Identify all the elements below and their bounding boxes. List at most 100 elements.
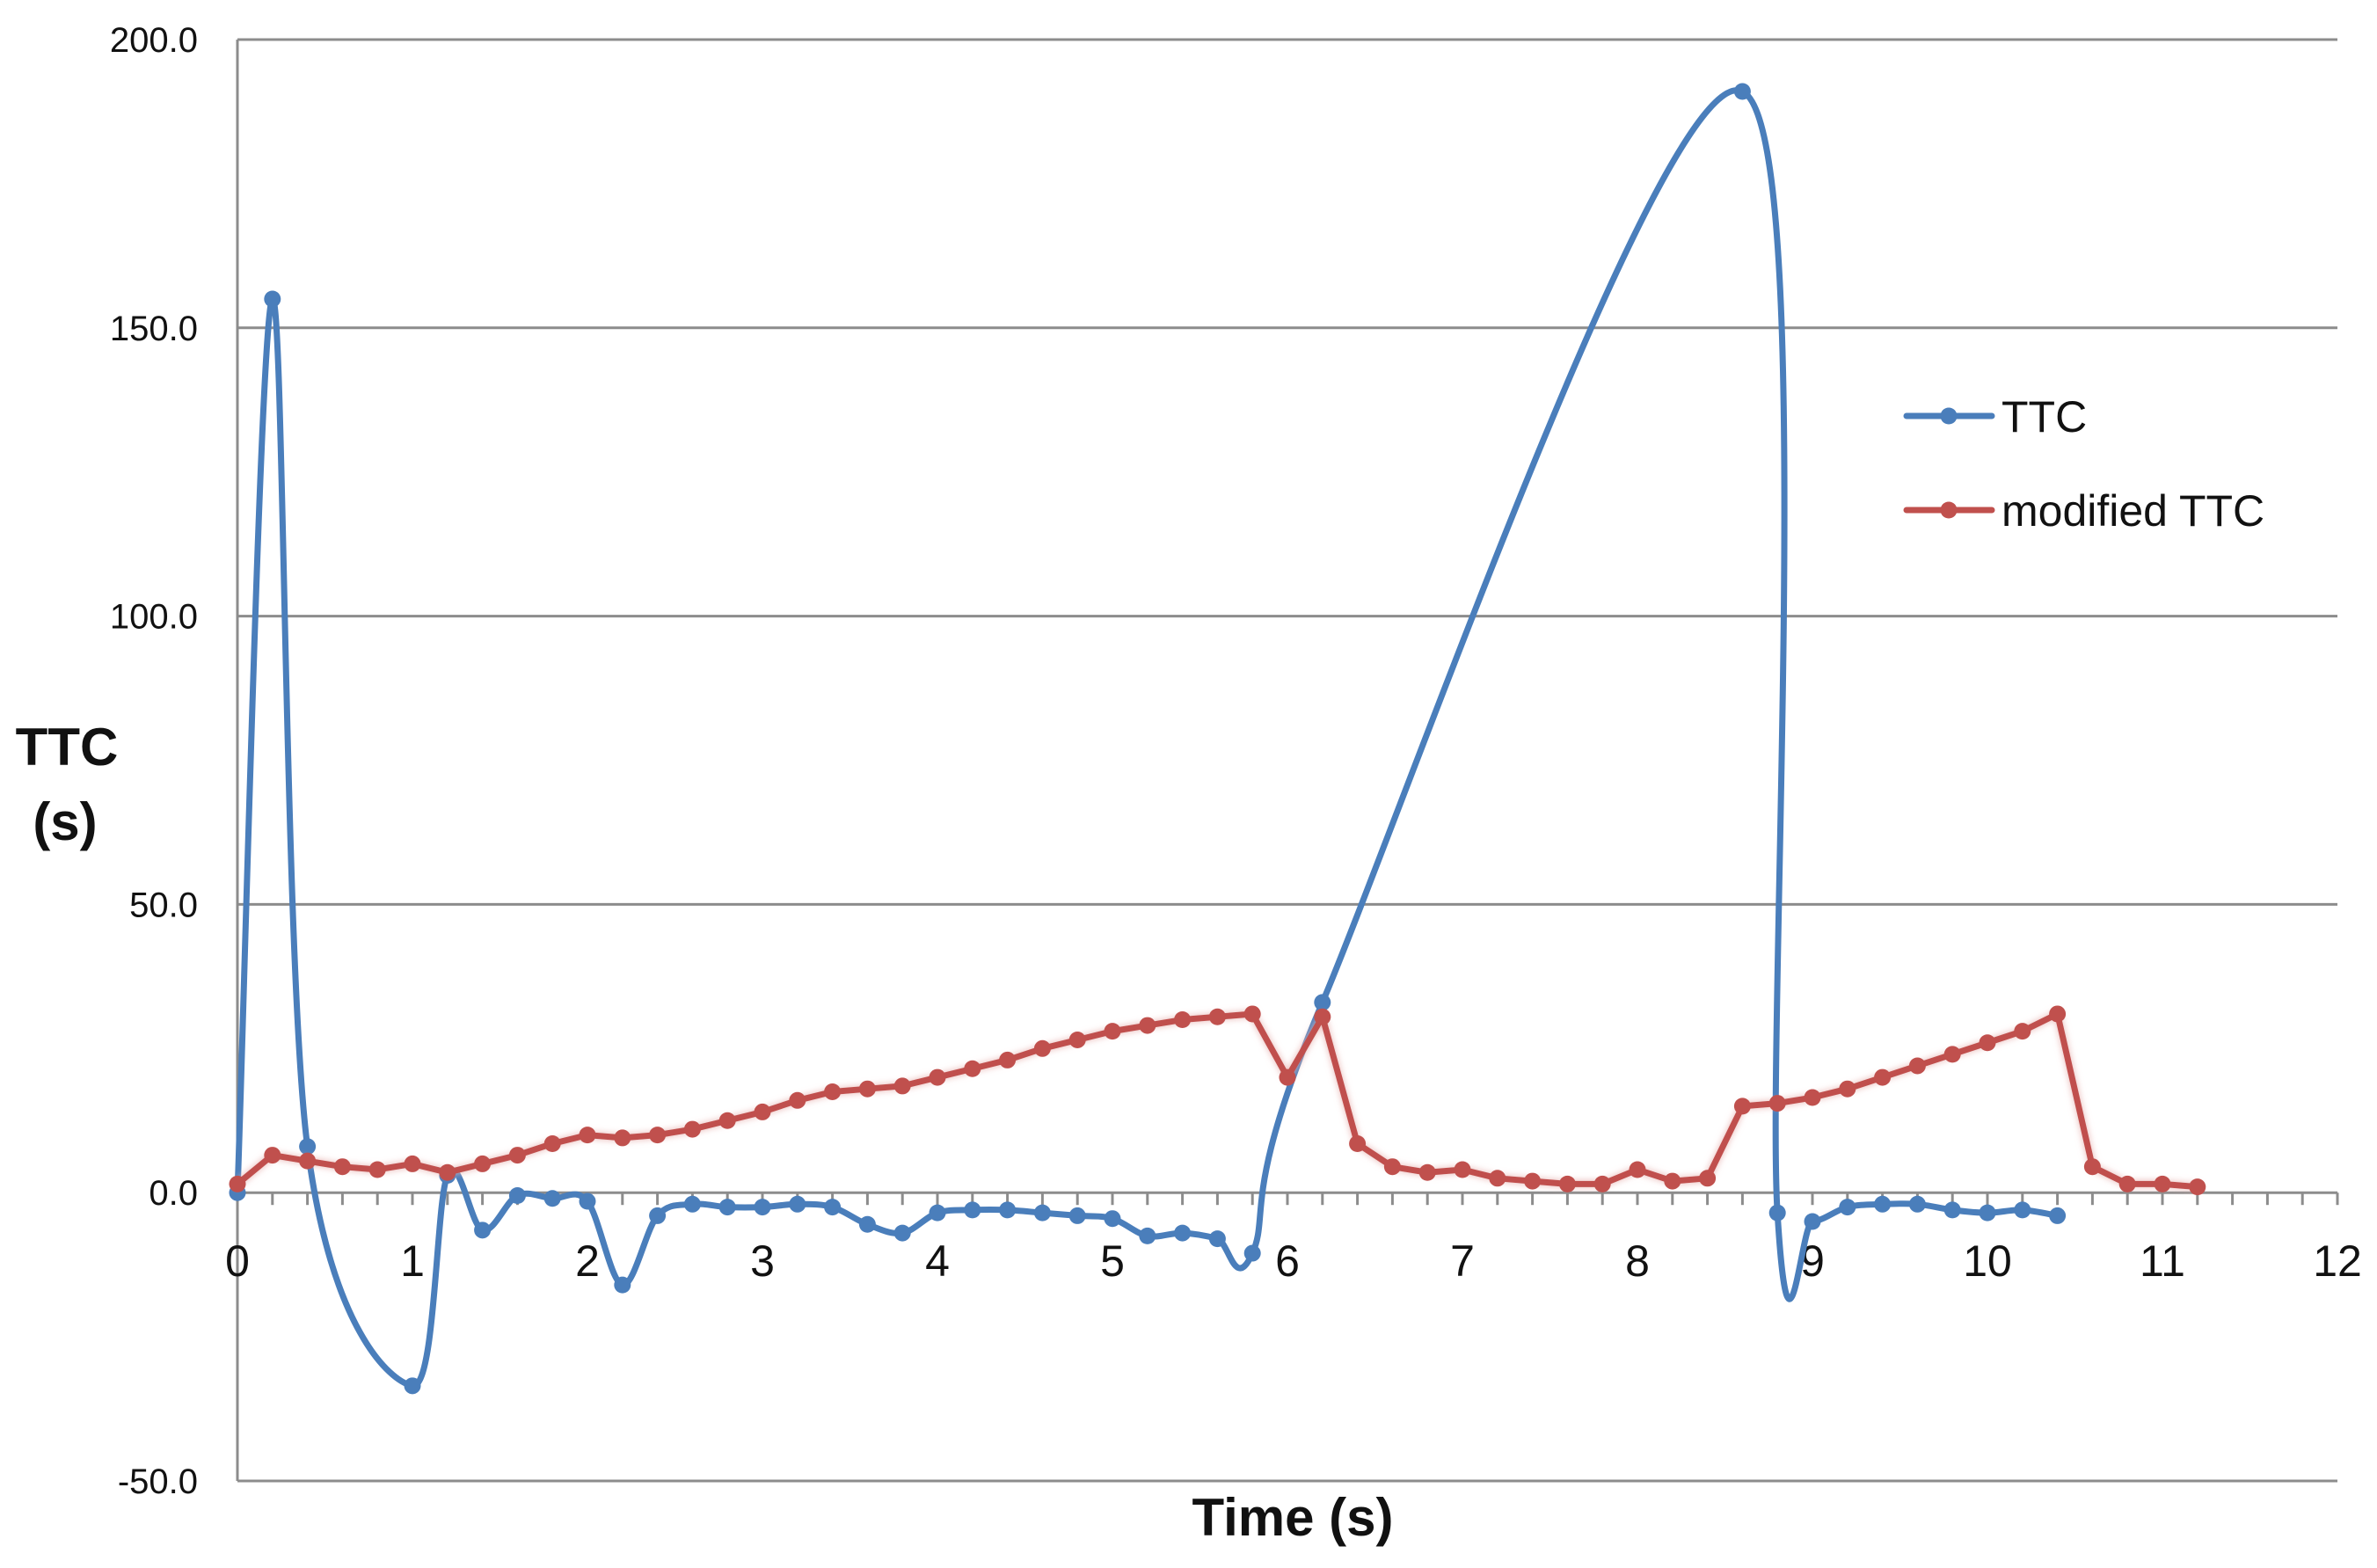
data-point-ttc bbox=[1839, 1199, 1856, 1216]
data-point-ttc bbox=[718, 1199, 736, 1216]
data-point-ttc bbox=[264, 290, 281, 308]
data-point-ttc bbox=[508, 1186, 526, 1204]
series-lines bbox=[229, 83, 2206, 1395]
data-point-ttc bbox=[1174, 1224, 1192, 1242]
data-point-modified-ttc bbox=[999, 1051, 1017, 1068]
data-point-modified-ttc bbox=[1943, 1046, 1961, 1063]
data-point-ttc bbox=[1208, 1230, 1226, 1248]
data-point-modified-ttc bbox=[264, 1147, 281, 1164]
data-point-modified-ttc bbox=[1349, 1134, 1367, 1152]
data-point-modified-ttc bbox=[2154, 1175, 2171, 1192]
data-point-modified-ttc bbox=[1768, 1095, 1786, 1112]
data-point-modified-ttc bbox=[1804, 1089, 1821, 1106]
data-point-ttc bbox=[543, 1190, 561, 1207]
data-point-modified-ttc bbox=[614, 1129, 631, 1147]
data-point-modified-ttc bbox=[1874, 1068, 1892, 1086]
data-point-ttc bbox=[1804, 1213, 1821, 1230]
data-point-modified-ttc bbox=[1489, 1170, 1506, 1187]
x-tick-label: 6 bbox=[1275, 1236, 1300, 1286]
data-point-modified-ttc bbox=[1139, 1017, 1156, 1034]
data-point-modified-ttc bbox=[404, 1155, 421, 1172]
y-tick-label: -50.0 bbox=[118, 1462, 198, 1501]
data-point-modified-ttc bbox=[2083, 1158, 2101, 1176]
data-point-ttc bbox=[754, 1199, 771, 1216]
x-tick-label: 3 bbox=[750, 1236, 775, 1286]
x-tick-label: 8 bbox=[1625, 1236, 1650, 1286]
y-axis-title-line-2: (s) bbox=[33, 792, 97, 851]
data-point-modified-ttc bbox=[1699, 1170, 1717, 1187]
data-point-modified-ttc bbox=[508, 1147, 526, 1164]
data-point-modified-ttc bbox=[754, 1103, 771, 1120]
data-point-modified-ttc bbox=[649, 1127, 667, 1144]
legend: TTC modified TTC bbox=[1903, 392, 2264, 536]
data-point-modified-ttc bbox=[579, 1127, 596, 1144]
data-point-modified-ttc bbox=[858, 1080, 876, 1098]
data-point-ttc bbox=[579, 1192, 596, 1210]
series-modified-ttc bbox=[229, 1005, 2206, 1196]
data-point-modified-ttc bbox=[1733, 1098, 1751, 1115]
x-tick-label: 11 bbox=[2140, 1236, 2185, 1286]
data-point-ttc bbox=[649, 1207, 667, 1224]
data-point-modified-ttc bbox=[718, 1112, 736, 1129]
data-point-ttc bbox=[1908, 1195, 1926, 1213]
x-tick-label: 0 bbox=[225, 1236, 250, 1286]
data-point-ttc bbox=[1033, 1204, 1051, 1222]
data-point-modified-ttc bbox=[474, 1155, 492, 1172]
x-tick-label: 1 bbox=[400, 1236, 425, 1286]
data-point-modified-ttc bbox=[1558, 1175, 1576, 1192]
data-point-ttc bbox=[1314, 994, 1331, 1011]
series-ttc bbox=[229, 83, 2067, 1395]
x-tick-label: 7 bbox=[1450, 1236, 1475, 1286]
data-point-ttc bbox=[964, 1201, 981, 1219]
data-point-ttc bbox=[1733, 83, 1751, 100]
legend-marker-ttc bbox=[1940, 407, 1958, 425]
data-point-modified-ttc bbox=[1208, 1008, 1226, 1025]
data-point-modified-ttc bbox=[789, 1091, 806, 1109]
data-point-modified-ttc bbox=[543, 1134, 561, 1152]
x-tick-label: 12 bbox=[2313, 1236, 2362, 1286]
legend-marker-modified-ttc bbox=[1940, 501, 1958, 519]
data-point-ttc bbox=[1068, 1207, 1086, 1224]
data-point-modified-ttc bbox=[1839, 1080, 1856, 1098]
data-point-ttc bbox=[474, 1222, 492, 1239]
data-point-modified-ttc bbox=[893, 1077, 911, 1095]
data-point-ttc bbox=[299, 1138, 317, 1156]
x-tick-label: 2 bbox=[575, 1236, 600, 1286]
data-point-modified-ttc bbox=[929, 1068, 946, 1086]
data-point-modified-ttc bbox=[964, 1060, 981, 1077]
data-point-modified-ttc bbox=[1243, 1005, 1261, 1023]
data-point-ttc bbox=[1979, 1204, 1996, 1222]
y-tick-label: 0.0 bbox=[149, 1174, 198, 1213]
data-point-modified-ttc bbox=[299, 1152, 317, 1170]
data-point-modified-ttc bbox=[2049, 1005, 2067, 1023]
data-point-ttc bbox=[1943, 1201, 1961, 1219]
data-point-modified-ttc bbox=[1593, 1175, 1611, 1192]
data-point-modified-ttc bbox=[333, 1158, 351, 1176]
y-axis-title-line-1: TTC bbox=[16, 718, 119, 777]
data-point-modified-ttc bbox=[1629, 1161, 1646, 1178]
x-tick-label: 4 bbox=[925, 1236, 950, 1286]
data-point-ttc bbox=[789, 1195, 806, 1213]
legend-label-modified-ttc: modified TTC bbox=[2001, 486, 2264, 536]
data-point-ttc bbox=[1768, 1204, 1786, 1222]
data-point-modified-ttc bbox=[1104, 1023, 1121, 1040]
data-point-ttc bbox=[404, 1377, 421, 1395]
data-point-ttc bbox=[929, 1204, 946, 1222]
x-tick-label: 10 bbox=[1963, 1236, 2012, 1286]
data-point-ttc bbox=[1139, 1227, 1156, 1244]
x-axis-title: Time (s) bbox=[1192, 1488, 1394, 1547]
data-point-modified-ttc bbox=[2118, 1175, 2136, 1192]
data-point-modified-ttc bbox=[1524, 1172, 1542, 1190]
y-tick-label: 50.0 bbox=[129, 886, 198, 924]
y-tick-label: 150.0 bbox=[110, 310, 198, 348]
y-tick-label: 100.0 bbox=[110, 598, 198, 637]
legend-label-ttc: TTC bbox=[2001, 392, 2087, 441]
data-point-modified-ttc bbox=[1314, 1008, 1331, 1025]
data-point-modified-ttc bbox=[1908, 1057, 1926, 1075]
data-point-ttc bbox=[1104, 1210, 1121, 1228]
data-point-modified-ttc bbox=[1979, 1034, 1996, 1052]
data-point-ttc bbox=[893, 1224, 911, 1242]
